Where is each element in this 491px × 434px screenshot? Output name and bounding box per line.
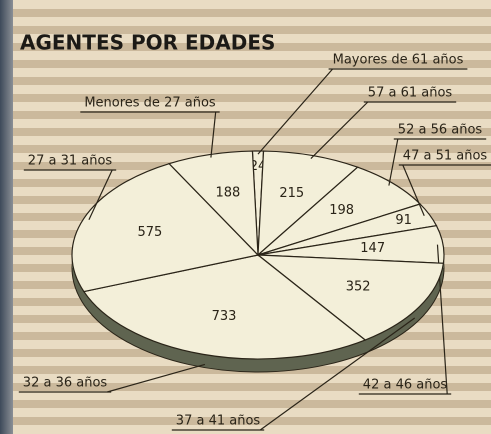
- category-label: 42 a 46 años: [363, 378, 448, 393]
- chart-title: AGENTES POR EDADES: [20, 31, 275, 55]
- value-label: 91: [395, 213, 412, 228]
- leader-line: [211, 112, 216, 158]
- category-label: 57 a 61 años: [368, 86, 453, 101]
- leader-line: [107, 364, 205, 392]
- chart: AGENTES POR EDADES 24Mayores de 61 años2…: [0, 0, 491, 434]
- category-label: 47 a 51 años: [403, 149, 488, 164]
- value-label: 352: [346, 279, 371, 294]
- value-label: 188: [215, 185, 240, 200]
- category-label: 52 a 56 años: [398, 123, 483, 138]
- category-label: Mayores de 61 años: [333, 53, 464, 68]
- value-label: 215: [279, 186, 304, 201]
- leader-line: [258, 69, 333, 154]
- category-label: Menores de 27 años: [84, 96, 216, 111]
- leader-line: [311, 102, 368, 159]
- value-label: 733: [212, 309, 237, 324]
- category-label: 32 a 36 años: [23, 376, 108, 391]
- category-label: 27 a 31 años: [28, 154, 113, 169]
- leader-line: [389, 139, 398, 186]
- value-label: 198: [329, 203, 354, 218]
- value-label: 575: [138, 225, 163, 240]
- page: AGENTES POR EDADES 24Mayores de 61 años2…: [0, 0, 491, 434]
- value-label: 147: [360, 241, 385, 256]
- category-label: 37 a 41 años: [176, 414, 261, 429]
